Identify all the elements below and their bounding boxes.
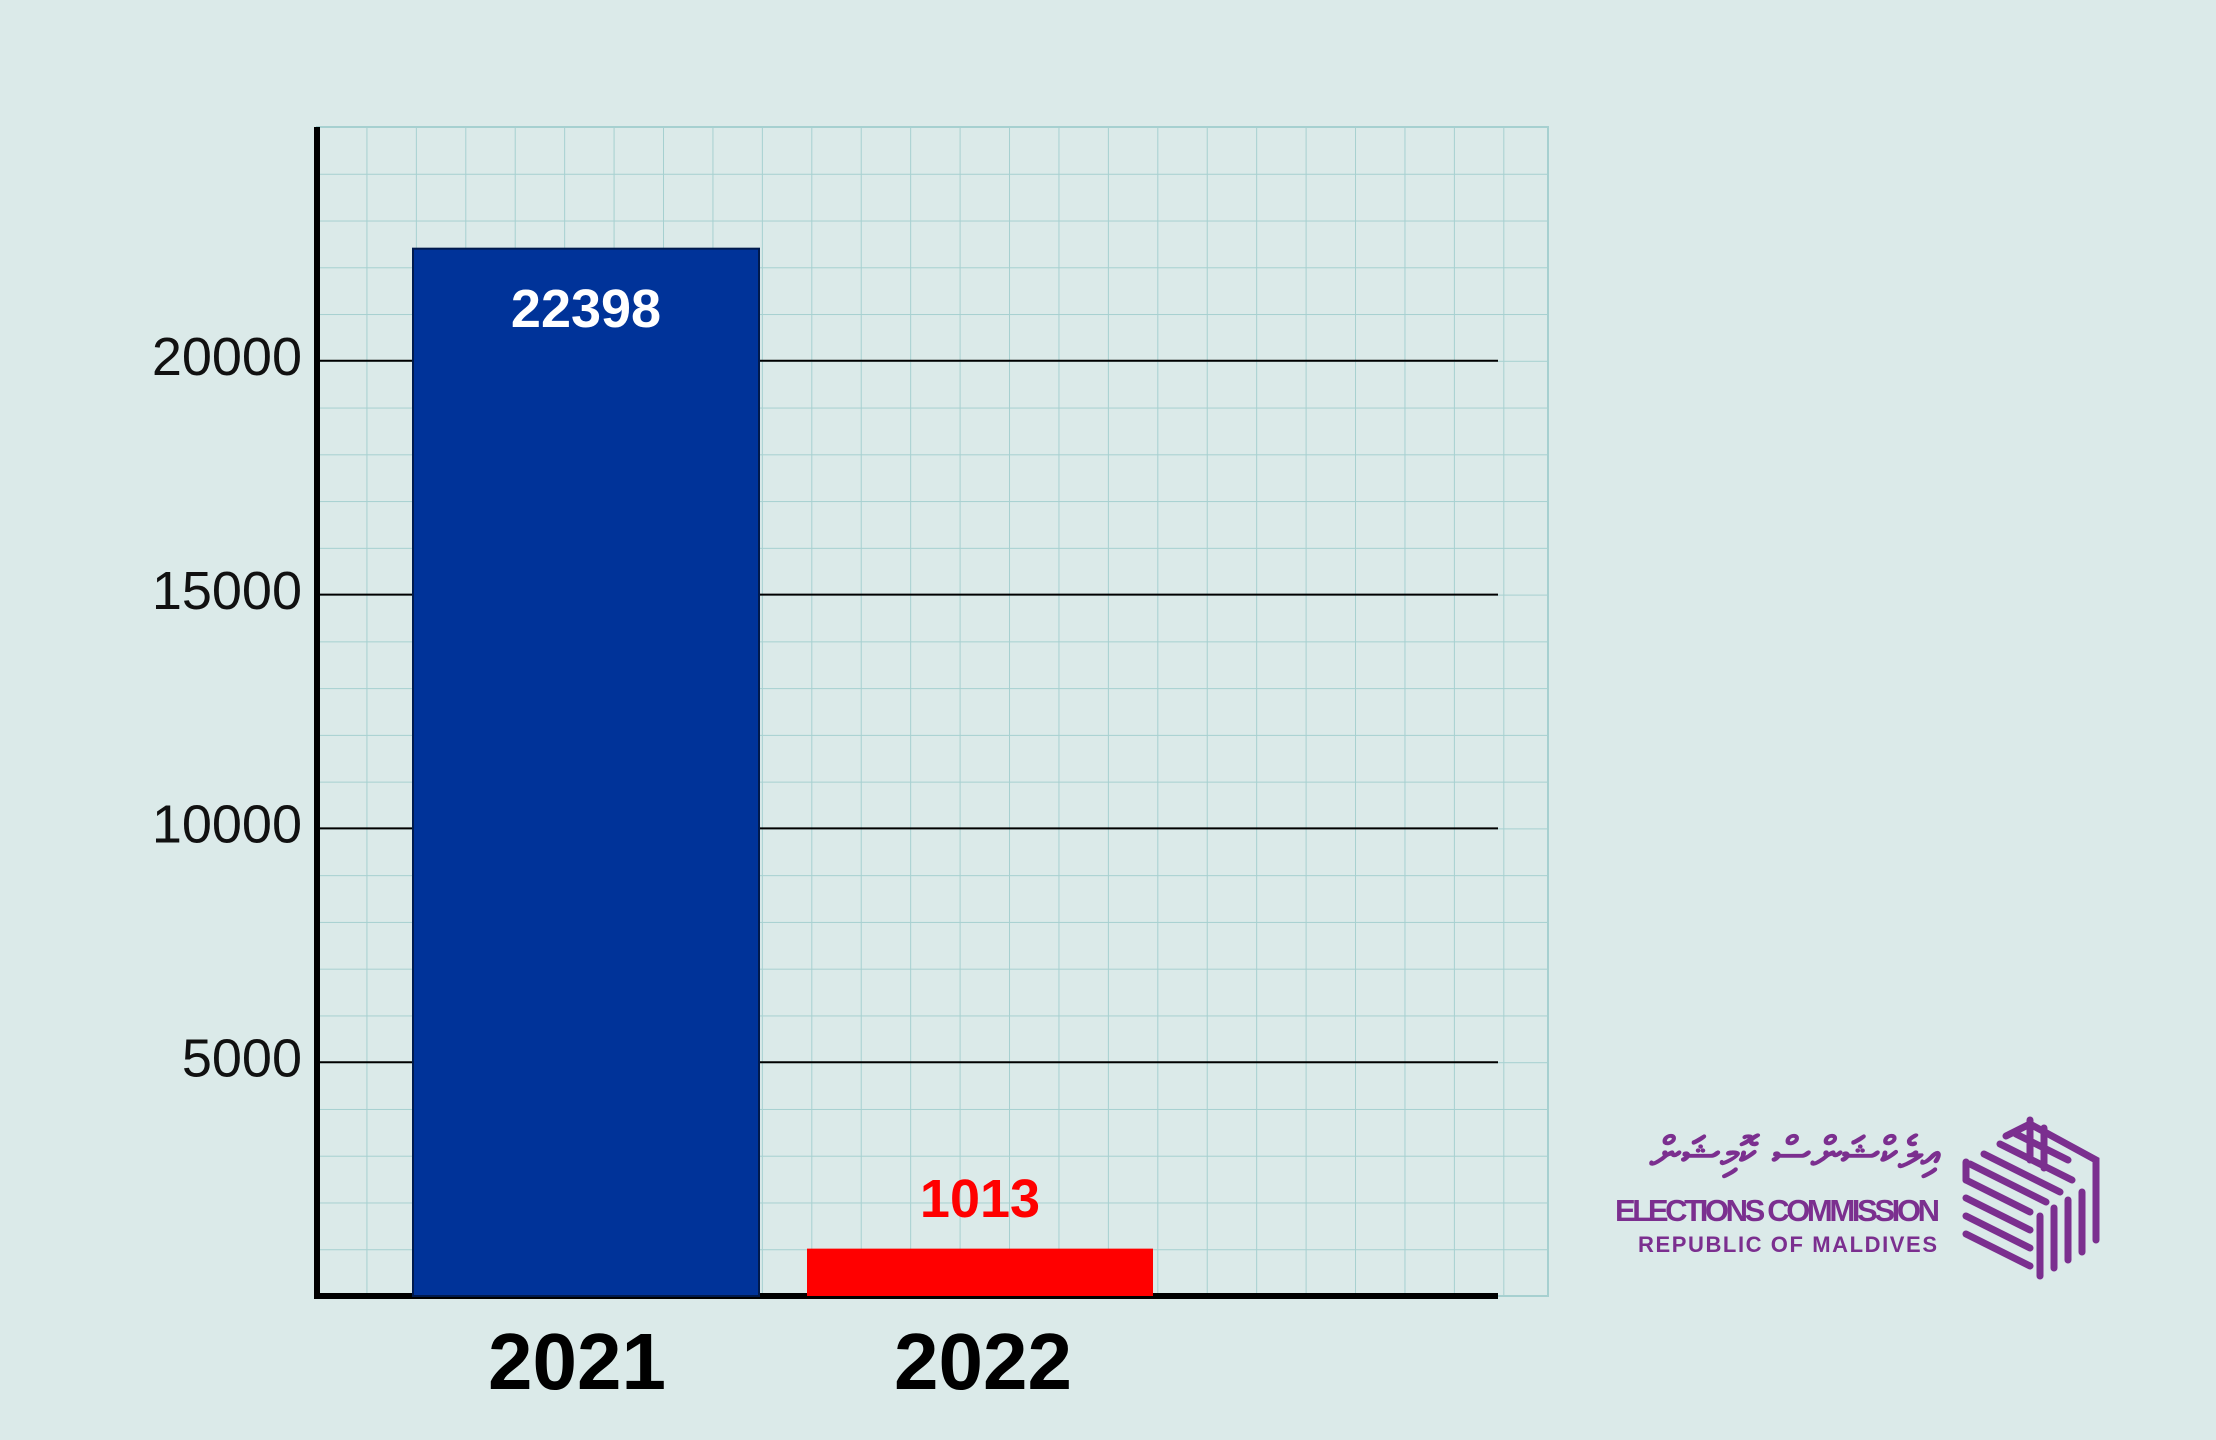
value-label: 22398 [511,279,661,339]
logo-icon [1962,1116,2100,1280]
x-tick-label: 2021 [488,1317,666,1406]
value-label: 1013 [920,1169,1040,1229]
x-tick-label: 2022 [894,1317,1072,1406]
y-tick-label: 20000 [152,327,302,387]
y-tick-label: 10000 [152,795,302,855]
logo-name: ELECTIONS COMMISSION [1615,1193,1940,1228]
bar [412,247,760,1297]
logo-native-name: އިލެކްޝަންސް ކޮމިޝަން [1649,1128,1941,1179]
y-tick-label: 5000 [182,1028,302,1088]
logo: އިލެކްޝަންސް ކޮމިޝަން ELECTIONS COMMISSI… [1615,1116,2100,1280]
y-tick-label: 15000 [152,561,302,621]
logo-subtitle: REPUBLIC OF MALDIVES [1638,1232,1940,1257]
bar [807,1248,1153,1296]
